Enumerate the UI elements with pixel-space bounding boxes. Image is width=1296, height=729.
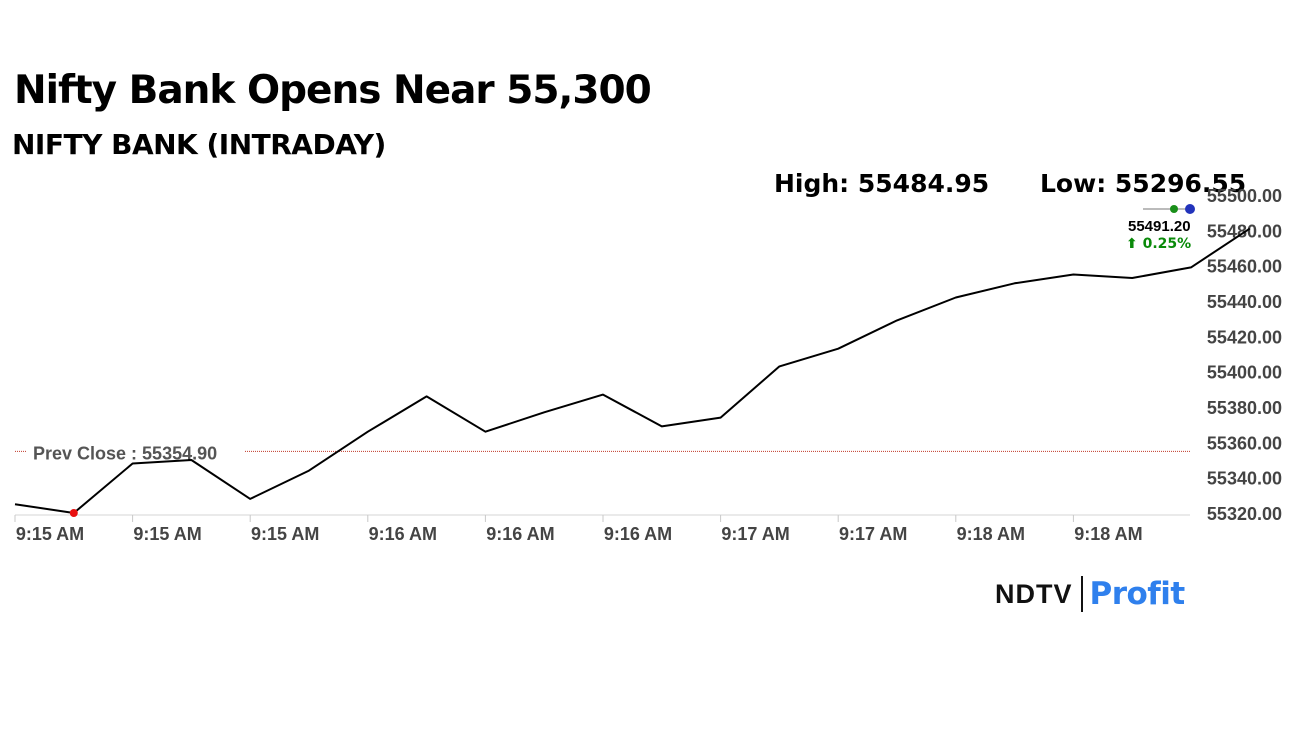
y-tick-label: 55440.00 (1207, 292, 1282, 312)
price-series-line (14, 227, 1251, 514)
logo-profit-text: Profit (1089, 576, 1186, 612)
y-tick-label: 55400.00 (1207, 363, 1282, 383)
y-tick-label: 55320.00 (1207, 504, 1282, 524)
ndtv-profit-logo: NDTV Profit (995, 574, 1185, 614)
page-title: Nifty Bank Opens Near 55,300 (14, 68, 652, 113)
logo-ndtv-text: NDTV (995, 578, 1073, 609)
low-stat: Low: 55296.55 (1040, 169, 1247, 198)
current-value-marker (1185, 204, 1195, 214)
x-tick-label: 9:15 AM (16, 524, 84, 544)
y-tick-label: 55380.00 (1207, 398, 1282, 418)
chart-subtitle: NIFTY BANK (INTRADAY) (12, 128, 386, 161)
x-tick-label: 9:15 AM (251, 524, 319, 544)
prev-close-label-bg (26, 439, 244, 462)
logo-divider (1080, 576, 1083, 612)
x-tick-label: 9:16 AM (604, 524, 672, 544)
low-point-marker (69, 509, 78, 517)
high-stat: High: 55484.95 (774, 169, 990, 198)
last-value-label: 55491.20 (1128, 218, 1191, 235)
x-tick-label: 9:16 AM (369, 524, 437, 544)
x-tick-label: 9:16 AM (486, 524, 554, 544)
x-tick-label: 9:18 AM (957, 524, 1025, 544)
x-tick-label: 9:15 AM (133, 524, 201, 544)
change-percent-label: ⬆ 0.25% (1126, 236, 1191, 252)
y-tick-label: 55460.00 (1207, 257, 1282, 277)
x-tick-label: 9:17 AM (839, 524, 907, 544)
y-tick-label: 55500.00 (1207, 186, 1282, 206)
y-tick-label: 55340.00 (1207, 469, 1282, 489)
prev-close-label: Prev Close : 55354.90 (33, 443, 217, 463)
y-tick-label: 55420.00 (1207, 327, 1282, 347)
x-tick-label: 9:17 AM (721, 524, 789, 544)
y-tick-label: 55360.00 (1207, 433, 1282, 453)
last-value-marker (1170, 205, 1178, 213)
x-tick-label: 9:18 AM (1074, 524, 1142, 544)
